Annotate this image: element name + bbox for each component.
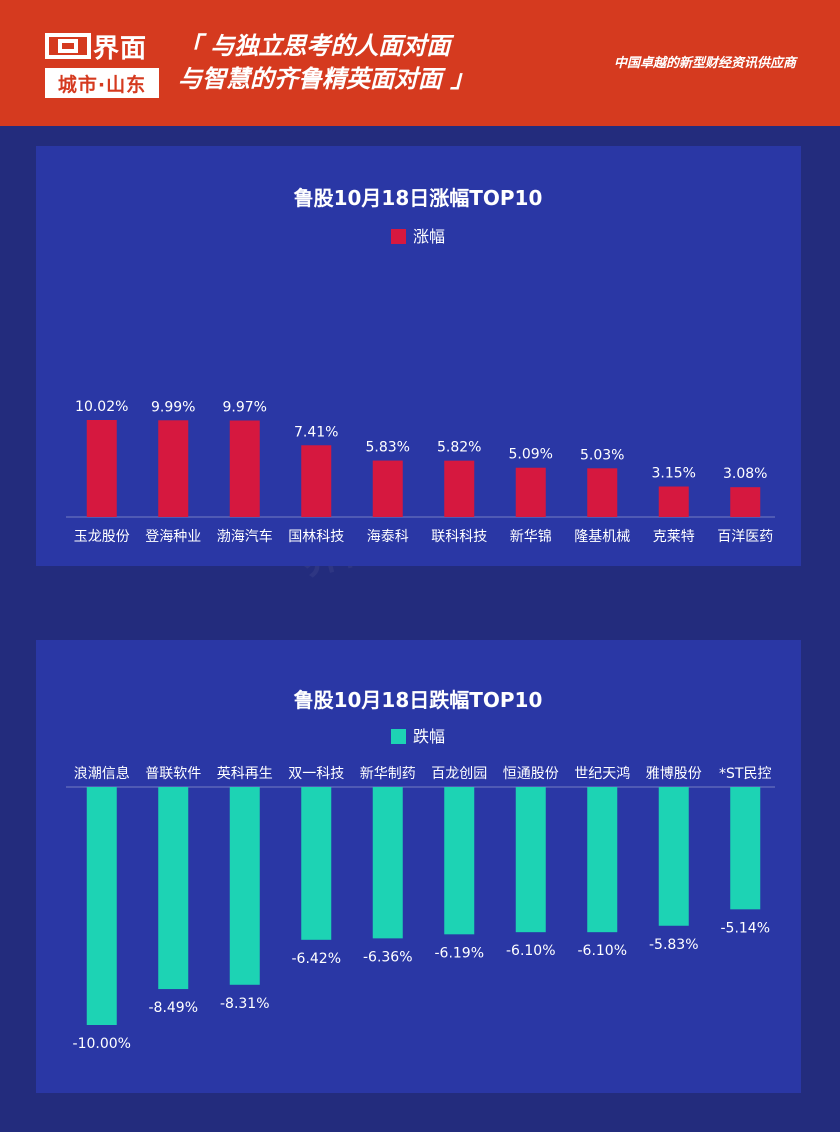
- data-label: -8.49%: [148, 1000, 198, 1016]
- losers-chart-panel: 鲁股10月18日跌幅TOP10 跌幅 -10.00% 浪潮信息 -8.49% 普联软件 -8…: [36, 640, 801, 1093]
- legend-label: 跌幅: [413, 727, 445, 746]
- data-label: -10.00%: [73, 1036, 131, 1052]
- jiemian-logo: 界面 城市·山东: [45, 28, 159, 100]
- data-label: 3.15%: [652, 466, 696, 482]
- losers-chart: 鲁股10月18日跌幅TOP10 跌幅 -10.00% 浪潮信息 -8.49% 普联软件 -8…: [66, 688, 775, 1052]
- category-label: 世纪天鸿: [574, 765, 630, 782]
- category-label: 联科科技: [431, 529, 487, 545]
- bar: [444, 460, 475, 517]
- category-label: 浪潮信息: [74, 765, 130, 782]
- category-label: 新华制药: [360, 766, 416, 782]
- bar: [515, 787, 546, 933]
- category-label: 雅博股份: [646, 765, 702, 782]
- slogan-line-1: 「 与独立思考的人面对面: [178, 32, 451, 60]
- data-label: -6.10%: [506, 943, 556, 959]
- bar: [86, 787, 117, 1025]
- category-label: 渤海汽车: [217, 528, 273, 545]
- chart-title: 鲁股10月18日跌幅TOP10: [294, 688, 543, 712]
- data-label: 10.02%: [75, 399, 128, 415]
- legend-swatch: [391, 729, 406, 744]
- category-label: 百龙创园: [431, 766, 487, 782]
- bar: [587, 468, 618, 517]
- header-banner: 界面 城市·山东 「 与独立思考的人面对面 与智慧的齐鲁精英面对面 」 中国卓越…: [0, 0, 840, 126]
- bar: [587, 787, 618, 933]
- bar: [658, 486, 689, 517]
- bar: [372, 460, 403, 517]
- bar: [301, 787, 332, 940]
- bar: [158, 787, 189, 990]
- category-label: 双一科技: [288, 766, 344, 782]
- category-label: 玉龙股份: [74, 529, 130, 545]
- data-label: 5.03%: [580, 447, 624, 463]
- category-label: 恒通股份: [503, 766, 559, 782]
- data-label: 9.97%: [223, 399, 267, 415]
- bar: [730, 487, 761, 517]
- category-label: 百洋医药: [717, 529, 773, 545]
- category-label: *ST民控: [719, 766, 771, 782]
- bar: [158, 420, 189, 517]
- bar: [229, 787, 260, 985]
- data-label: 5.82%: [437, 440, 481, 456]
- bar: [658, 787, 689, 926]
- category-label: 海泰科: [367, 529, 409, 545]
- legend-swatch: [391, 229, 406, 244]
- gainers-chart-panel: 鲁股10月18日涨幅TOP10 涨幅 10.02% 玉龙股份 9.99% 登海种业 9.97…: [36, 146, 801, 566]
- bar: [444, 787, 475, 935]
- category-label: 英科再生: [217, 765, 273, 782]
- data-label: -6.19%: [434, 945, 484, 961]
- bar: [515, 467, 546, 517]
- category-label: 登海种业: [145, 529, 201, 545]
- bar: [229, 420, 260, 517]
- data-label: 3.08%: [723, 466, 767, 482]
- bar: [730, 787, 761, 910]
- gainers-chart: 鲁股10月18日涨幅TOP10 涨幅 10.02% 玉龙股份 9.99% 登海种业 9.97…: [66, 186, 775, 545]
- logo-mark-icon: [45, 31, 91, 61]
- logo-sub: 城市·山东: [45, 68, 159, 98]
- bar: [86, 420, 117, 517]
- category-label: 克莱特: [653, 529, 695, 545]
- data-label: 9.99%: [151, 399, 195, 415]
- data-label: 5.09%: [509, 447, 553, 463]
- category-label: 隆基机械: [574, 528, 630, 545]
- data-label: 7.41%: [294, 424, 338, 440]
- data-label: -5.83%: [649, 937, 699, 953]
- legend-label: 涨幅: [413, 227, 445, 246]
- data-label: -6.42%: [291, 951, 341, 967]
- slogan-line-2: 与智慧的齐鲁精英面对面 」: [178, 65, 475, 93]
- bar: [372, 787, 403, 939]
- data-label: -5.14%: [720, 920, 770, 936]
- category-label: 新华锦: [510, 528, 552, 545]
- category-label: 国林科技: [288, 529, 344, 545]
- data-label: -6.10%: [577, 943, 627, 959]
- tagline: 中国卓越的新型财经资讯供应商: [613, 56, 796, 71]
- category-label: 普联软件: [145, 766, 201, 782]
- data-label: -8.31%: [220, 996, 270, 1012]
- slogan: 「 与独立思考的人面对面 与智慧的齐鲁精英面对面 」: [178, 30, 474, 96]
- bar: [301, 445, 332, 517]
- chart-title: 鲁股10月18日涨幅TOP10: [294, 186, 543, 210]
- logo-text: 界面: [93, 33, 148, 64]
- data-label: 5.83%: [366, 440, 410, 456]
- data-label: -6.36%: [363, 949, 413, 965]
